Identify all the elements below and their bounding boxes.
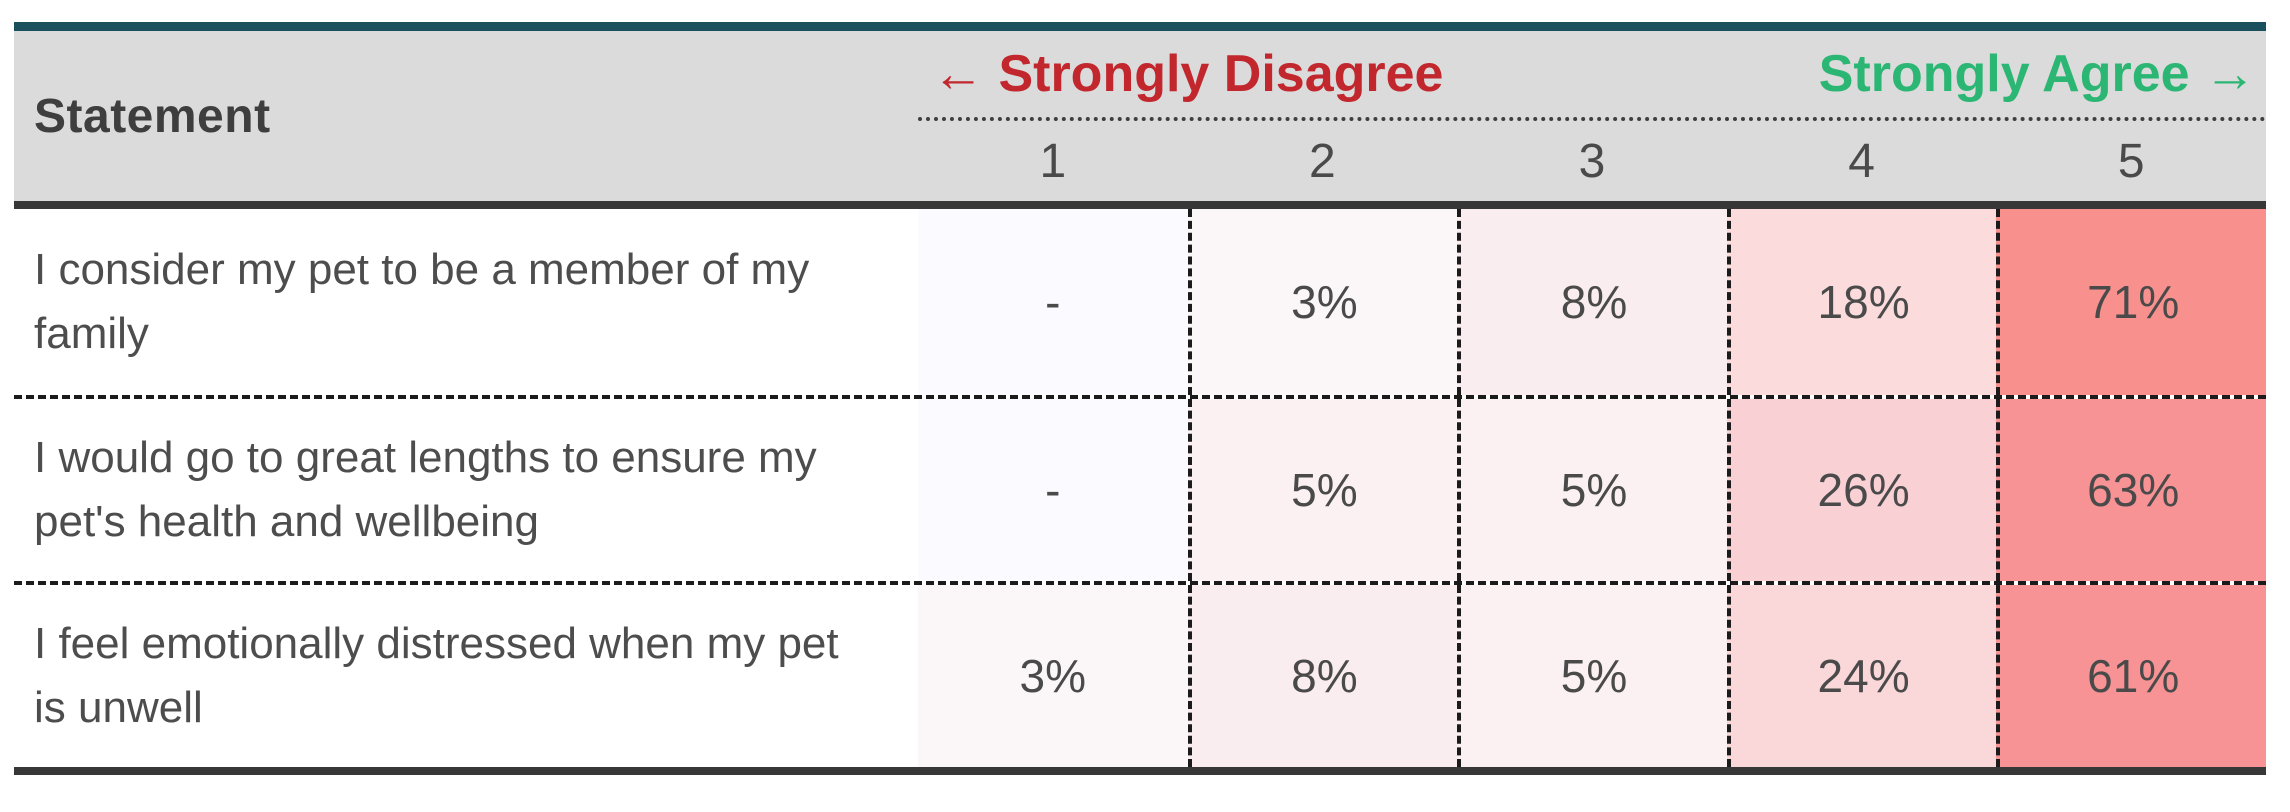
scale-level-5: 5 xyxy=(2117,134,2145,188)
heat-cell-r2c4: 26% xyxy=(1726,399,1997,581)
statement-text: I consider my pet to be a member of my f… xyxy=(34,244,810,358)
statement-text: I feel emotionally distressed when my pe… xyxy=(34,618,839,732)
heat-cell-r3c2: 8% xyxy=(1187,585,1458,767)
table-row: I would go to great lengths to ensure my… xyxy=(14,395,2266,581)
heat-cell-r2c1: - xyxy=(918,399,1188,581)
heat-cell-r3c4: 24% xyxy=(1726,585,1997,767)
likert-heatmap-table: Statement ← Strongly Disagree Strongly A… xyxy=(14,22,2266,775)
scale-level-4: 4 xyxy=(1848,134,1875,188)
heat-cell-r1c2: 3% xyxy=(1187,209,1458,395)
statement-column-header: Statement xyxy=(34,89,271,143)
heat-cell-r1c3: 8% xyxy=(1457,209,1727,395)
table-row: I consider my pet to be a member of my f… xyxy=(14,209,2266,395)
heat-cell-r1c1: - xyxy=(918,209,1188,395)
heat-cell-r2c3: 5% xyxy=(1457,399,1727,581)
scale-level-numbers: 1 2 3 4 5 xyxy=(918,121,2266,201)
table-header: Statement ← Strongly Disagree Strongly A… xyxy=(14,31,2266,209)
heat-cell-r2c2: 5% xyxy=(1187,399,1458,581)
scale-header: ← Strongly Disagree Strongly Agree → 1 2… xyxy=(918,31,2266,201)
heat-cell-r3c3: 5% xyxy=(1457,585,1727,767)
strongly-agree-label: Strongly Agree → xyxy=(1818,45,2256,103)
statement-text: I would go to great lengths to ensure my… xyxy=(34,432,817,546)
heat-cell-r2c5: 63% xyxy=(1996,399,2266,581)
scale-direction-labels: ← Strongly Disagree Strongly Agree → xyxy=(918,31,2266,121)
heat-cell-r3c5: 61% xyxy=(1996,585,2266,767)
scale-level-3: 3 xyxy=(1578,134,1606,188)
table-row: I feel emotionally distressed when my pe… xyxy=(14,581,2266,767)
scale-level-1: 1 xyxy=(1039,134,1067,188)
heat-cell-r3c1: 3% xyxy=(918,585,1188,767)
heat-cell-r1c4: 18% xyxy=(1726,209,1997,395)
strongly-disagree-label: ← Strongly Disagree xyxy=(932,45,1444,103)
heat-cell-r1c5: 71% xyxy=(1996,209,2266,395)
scale-level-2: 2 xyxy=(1309,134,1336,188)
